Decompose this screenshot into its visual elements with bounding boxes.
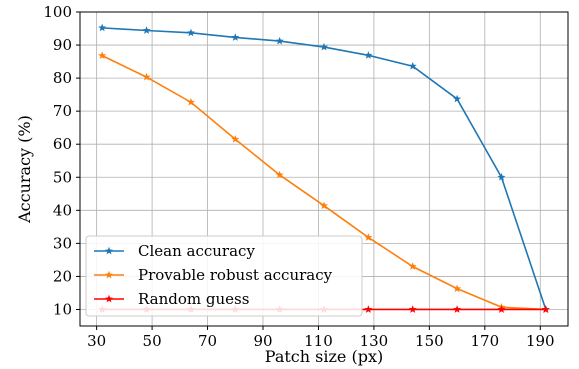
y-tick-label: 90 [53, 36, 72, 54]
legend-item: Clean accuracy [94, 242, 255, 260]
y-tick-label: 60 [53, 135, 72, 153]
x-tick-label: 90 [253, 332, 272, 350]
plot-frame [79, 11, 569, 327]
data-point [186, 28, 195, 37]
data-point [275, 170, 284, 179]
data-point [497, 173, 506, 181]
x-tick-label: 30 [87, 332, 106, 350]
x-tick-label: 50 [143, 332, 162, 350]
legend-label: Provable robust accuracy [138, 266, 333, 284]
y-tick-label: 40 [53, 201, 72, 219]
y-tick-label: 10 [53, 300, 72, 318]
data-point [98, 51, 107, 60]
data-point [408, 62, 417, 70]
data-point [497, 305, 506, 313]
y-tick-label: 100 [43, 3, 72, 21]
legend-box [85, 235, 363, 317]
legend-swatch-marker [105, 270, 113, 279]
y-tick-label: 20 [53, 267, 72, 285]
x-tick-label: 190 [526, 332, 555, 350]
legend-item: Provable robust accuracy [94, 266, 333, 284]
y-tick-label: 30 [53, 234, 72, 252]
ticks: 30 50 70 90 110 130 150 170 190 10 20 30 40 50 60 70 80 9… [43, 3, 554, 350]
data-point [408, 305, 417, 313]
data-point [320, 42, 328, 51]
data-point [408, 262, 417, 270]
x-tick-label: 130 [360, 332, 389, 350]
x-axis-label: Patch size (px) [265, 347, 383, 366]
data-point [453, 284, 462, 293]
legend-item: Random guess [94, 290, 249, 308]
x-tick-label: 170 [470, 332, 499, 350]
data-point [186, 98, 195, 106]
y-tick-label: 50 [53, 168, 72, 186]
data-point [231, 135, 240, 143]
data-point [98, 23, 107, 32]
x-tick-label: 110 [304, 332, 333, 350]
y-axis-label: Accuracy (%) [15, 115, 34, 224]
x-tick-label: 150 [415, 332, 444, 350]
data-point [364, 51, 373, 59]
data-point [142, 72, 151, 81]
legend-swatch-marker [105, 246, 113, 255]
legend: Clean accuracy Provable robust accuracy Ra… [85, 235, 363, 317]
data-point [364, 233, 373, 241]
legend-label: Clean accuracy [138, 242, 255, 260]
data-point [231, 33, 240, 41]
data-point [541, 305, 550, 313]
legend-label: Random guess [138, 290, 249, 308]
data-point [320, 201, 328, 210]
x-tick-label: 70 [198, 332, 217, 350]
y-tick-label: 80 [53, 69, 72, 87]
data-point [453, 94, 462, 103]
data-point [275, 36, 284, 45]
legend-swatch-marker [105, 294, 113, 303]
y-tick-label: 70 [53, 102, 72, 120]
data-point [142, 26, 151, 34]
data-point [453, 305, 462, 313]
data-point [364, 305, 373, 313]
